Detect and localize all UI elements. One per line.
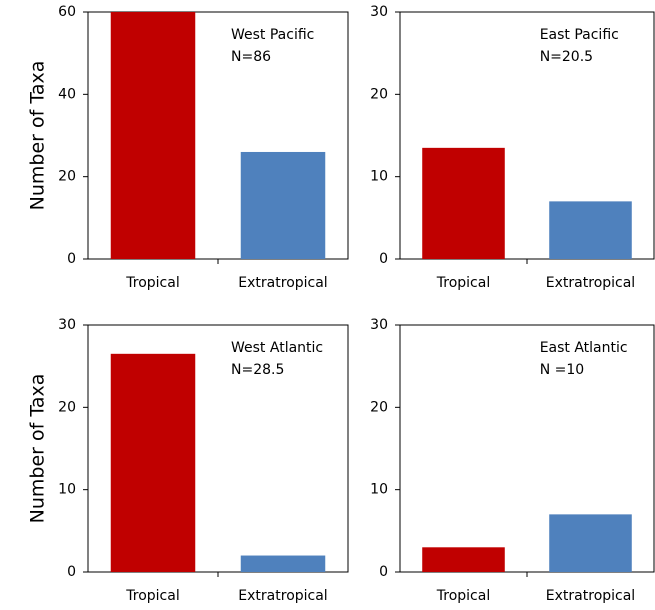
bar bbox=[110, 12, 196, 259]
annotation: West Pacific bbox=[231, 27, 314, 43]
y-tick-label: 10 bbox=[370, 482, 388, 498]
y-axis-label: Number of Taxa bbox=[27, 61, 49, 211]
y-tick-label: 20 bbox=[58, 399, 76, 415]
bar bbox=[240, 151, 326, 259]
y-tick-label: 0 bbox=[379, 564, 388, 580]
y-tick-label: 0 bbox=[67, 564, 76, 580]
bar bbox=[422, 547, 505, 572]
x-tick-label: Extratropical bbox=[546, 275, 635, 291]
y-tick-label: 10 bbox=[58, 482, 76, 498]
x-tick-label: Tropical bbox=[125, 275, 179, 291]
x-tick-label: Tropical bbox=[436, 588, 490, 604]
bar bbox=[422, 147, 505, 259]
annotation: N=20.5 bbox=[540, 49, 593, 65]
y-axis-label: Number of Taxa bbox=[27, 374, 49, 524]
y-tick-label: 0 bbox=[67, 251, 76, 267]
y-tick-label: 30 bbox=[58, 317, 76, 333]
annotation: N =10 bbox=[540, 362, 584, 378]
annotation: East Atlantic bbox=[540, 340, 628, 356]
y-tick-label: 20 bbox=[370, 399, 388, 415]
y-tick-label: 30 bbox=[370, 4, 388, 20]
y-tick-label: 10 bbox=[370, 169, 388, 185]
y-tick-label: 40 bbox=[58, 86, 76, 102]
bar bbox=[549, 514, 632, 572]
x-tick-label: Tropical bbox=[125, 588, 179, 604]
y-tick-label: 60 bbox=[58, 4, 76, 20]
y-tick-label: 20 bbox=[58, 169, 76, 185]
bar bbox=[110, 353, 196, 572]
bar bbox=[549, 201, 632, 259]
annotation: N=28.5 bbox=[231, 362, 284, 378]
x-tick-label: Extratropical bbox=[546, 588, 635, 604]
annotation: West Atlantic bbox=[231, 340, 323, 356]
x-tick-label: Extratropical bbox=[238, 588, 327, 604]
y-tick-label: 0 bbox=[379, 251, 388, 267]
bar bbox=[240, 555, 326, 572]
y-tick-label: 20 bbox=[370, 86, 388, 102]
x-tick-label: Extratropical bbox=[238, 275, 327, 291]
annotation: East Pacific bbox=[540, 27, 619, 43]
y-tick-label: 30 bbox=[370, 317, 388, 333]
annotation: N=86 bbox=[231, 49, 271, 65]
x-tick-label: Tropical bbox=[436, 275, 490, 291]
